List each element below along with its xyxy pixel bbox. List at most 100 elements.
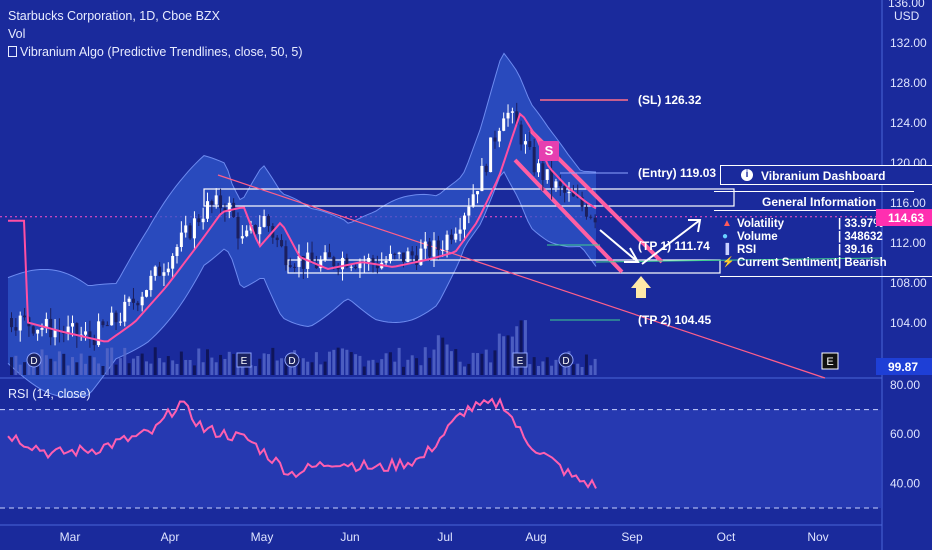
volume-bar	[44, 355, 48, 375]
dashboard-row: ▐ RSI | 39.16	[720, 244, 932, 257]
price-tick-label: 104.00	[890, 316, 927, 330]
candle-body	[219, 195, 223, 209]
candle-body	[449, 234, 453, 240]
volume-bar	[140, 353, 144, 375]
price-tick-label: 112.00	[890, 236, 926, 250]
volume-bar	[462, 366, 466, 375]
volume-bar	[166, 356, 170, 375]
candle-body	[523, 141, 527, 145]
volume-bar	[123, 347, 127, 375]
volume-bar	[262, 353, 266, 375]
volume-bar	[375, 362, 379, 375]
vibranium-indicator-row[interactable]: Vibranium Algo (Predictive Trendlines, c…	[8, 45, 303, 59]
candle-body	[23, 315, 27, 318]
dividend-marker-icon	[558, 352, 574, 368]
volume-bar	[584, 354, 588, 375]
candle-body	[537, 163, 541, 173]
candle-body	[145, 290, 149, 297]
volume-bar	[410, 355, 414, 375]
candle-body	[262, 216, 266, 227]
chart-title[interactable]: Starbucks Corporation, 1D, Cboe BZX	[8, 9, 220, 23]
volume-bar	[576, 363, 580, 375]
volume-bar	[537, 365, 541, 375]
volume-bar	[558, 362, 562, 375]
dashboard-rows: ▲ Volatility | 33.97% ● Volume | 348632 ▐ RSI | …	[720, 218, 932, 277]
candle-body	[484, 165, 488, 173]
candle-body	[123, 301, 127, 322]
buy-arrow-icon	[631, 276, 651, 298]
candle-body	[332, 257, 336, 266]
dashboard-section-header: General Information	[714, 191, 914, 211]
volume-bar	[49, 358, 53, 375]
candle-body	[223, 208, 227, 212]
rsi-panel	[0, 397, 882, 509]
volume-indicator-label[interactable]: Vol	[8, 27, 26, 41]
time-axis[interactable]: Mar Apr May Jun Jul Aug Sep Oct Nov	[60, 530, 829, 544]
volume-bar	[515, 326, 519, 375]
volume-bar	[62, 353, 66, 375]
volume-bar	[79, 353, 83, 375]
candle-body	[184, 225, 188, 233]
volume-bar	[506, 335, 510, 375]
volume-bar	[197, 348, 201, 375]
volume-bar	[310, 362, 314, 375]
last-price-tag[interactable]: 114.63	[876, 209, 932, 226]
volume-bar	[145, 361, 149, 375]
volume-bar	[362, 366, 366, 375]
tp1-level-label: (TP 1) 111.74	[638, 239, 710, 253]
volume-bar	[323, 361, 327, 375]
future-earnings-marker-icon	[821, 352, 839, 370]
dashboard-row-label: RSI	[737, 244, 757, 256]
rsi-tick-label: 80.00	[890, 378, 920, 392]
volume-bar	[271, 347, 275, 375]
rsi-bars-icon: ▐	[722, 244, 730, 255]
volume-bar	[57, 351, 61, 375]
volume-bar	[358, 355, 362, 375]
volatility-triangle-icon: ▲	[722, 218, 732, 229]
volume-bar	[519, 320, 523, 375]
dividend-marker-icon	[26, 352, 42, 368]
month-tick-label: Mar	[60, 530, 81, 544]
volume-bar	[367, 360, 371, 375]
volume-bar	[341, 348, 345, 375]
candle-body	[188, 225, 192, 239]
candle-body	[197, 218, 201, 223]
vibranium-dashboard: i Vibranium Dashboard General Informatio…	[714, 165, 932, 277]
candle-body	[589, 216, 593, 218]
candle-body	[175, 246, 179, 256]
candle-body	[515, 111, 519, 125]
volume-bar	[258, 358, 262, 375]
volume-bar	[158, 358, 162, 375]
signal-badge[interactable]: S	[539, 141, 559, 161]
candle-body	[127, 298, 131, 302]
candle-body	[171, 255, 175, 269]
volume-bar	[349, 352, 353, 375]
rsi-line	[7, 397, 597, 489]
volume-bar	[384, 353, 388, 375]
axis-clipped-top-tick: 136.00	[888, 0, 925, 10]
candle-body	[467, 206, 471, 216]
candle-body	[44, 318, 48, 329]
bottom-price-tag[interactable]: 99.87	[876, 358, 932, 375]
volume-bar	[497, 333, 501, 375]
candle-body	[284, 246, 288, 266]
volume-bar	[510, 336, 514, 375]
month-tick-label: Jul	[437, 530, 452, 544]
event-marker-label: E	[517, 356, 524, 367]
volume-bar	[402, 366, 405, 375]
dashboard-row: ▲ Volatility | 33.97%	[720, 218, 932, 231]
sentiment-bolt-icon: ⚡	[722, 257, 735, 268]
candle-body	[323, 252, 327, 261]
candle-body	[201, 218, 205, 223]
price-axis[interactable]: 132.00128.00124.00120.00116.00112.00108.…	[890, 36, 927, 490]
volume-bar	[149, 363, 153, 375]
volume-bar	[406, 359, 410, 375]
volume-bar	[415, 358, 419, 375]
volume-bar	[467, 363, 471, 375]
volume-bar	[393, 361, 397, 375]
candle-body	[345, 257, 349, 268]
candle-body	[571, 192, 575, 197]
volume-bar	[53, 361, 57, 375]
volume-bar	[232, 353, 236, 375]
